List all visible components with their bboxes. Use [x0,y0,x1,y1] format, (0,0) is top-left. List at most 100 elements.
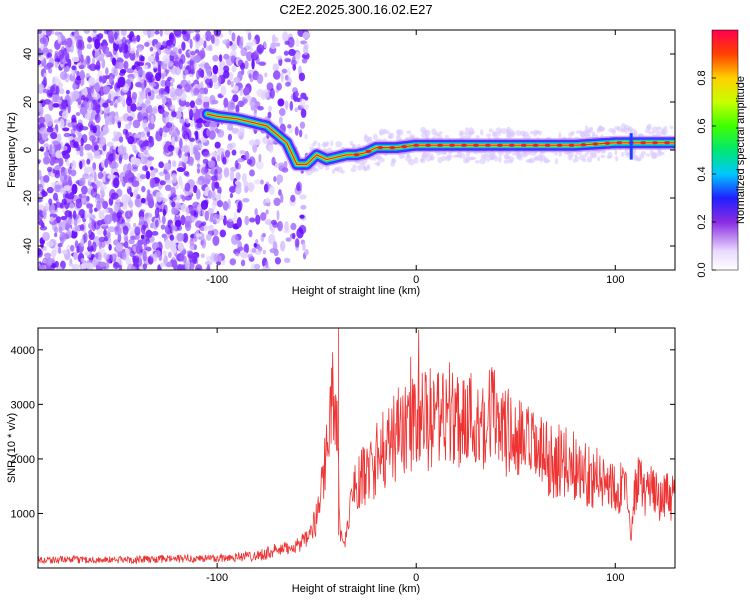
noise-cell [41,189,46,198]
noise-cell [159,30,163,37]
noise-cell [39,146,45,152]
noise-cell [269,185,275,196]
noise-cell [46,240,54,248]
noise-cell [103,235,109,242]
halo-cell [420,158,426,164]
noise-cell [195,264,203,270]
noise-cell [162,49,171,54]
noise-cell [174,219,182,228]
noise-cell [76,39,83,50]
noise-cell [51,30,55,35]
noise-cell [62,127,70,132]
noise-cell [202,158,209,164]
noise-cell [271,219,277,226]
noise-cell [209,94,216,105]
noise-cell [204,260,213,266]
noise-cell [147,156,155,161]
noise-cell [171,111,177,118]
noise-cell [94,50,100,61]
noise-cell [40,241,45,249]
halo-cell [413,156,419,164]
noise-cell [184,182,191,193]
noise-cell [57,99,63,105]
noise-cell [59,187,66,195]
noise-cell [124,210,133,220]
noise-cell [113,103,118,108]
noise-cell [96,219,103,226]
noise-cell [216,200,224,208]
noise-cell [64,65,70,72]
ridge-peak [413,143,420,147]
noise-cell [249,169,255,177]
halo-cell [441,151,448,156]
noise-cell [147,30,155,38]
halo-cell [544,159,551,163]
noise-cell [124,43,128,54]
noise-cell [254,208,258,216]
noise-cell [169,82,174,87]
noise-cell [105,47,110,58]
noise-cell [236,217,242,228]
noise-cell [272,63,280,72]
x-tick-label: 100 [606,572,624,584]
noise-cell [201,238,207,249]
noise-cell [239,87,244,97]
noise-cell [76,122,84,132]
halo-cell [366,163,370,169]
noise-cell [116,61,125,70]
noise-cell [43,76,47,86]
noise-cell [61,99,69,110]
noise-cell [163,162,172,171]
noise-cell [140,234,145,240]
halo-cell [425,155,432,162]
noise-cell [294,238,300,248]
noise-cell [117,116,124,122]
noise-cell [196,179,203,185]
noise-cell [300,204,307,210]
noise-cell [91,32,97,38]
halo-cell [614,155,619,162]
snr-y-label: SNR (10 * v/v) [6,413,18,483]
noise-cell [60,216,68,221]
noise-cell [116,251,124,258]
halo-cell [589,127,594,131]
noise-cell [223,97,229,108]
noise-cell [272,241,278,252]
halo-cell [489,156,495,161]
noise-cell [72,263,80,270]
noise-cell [54,232,58,238]
noise-cell [74,240,79,249]
noise-cell [71,114,77,123]
noise-cell [78,193,87,198]
colorbar-ticks: 0.0 0.2 0.4 0.6 0.8 [696,70,716,278]
noise-cell [184,101,191,108]
noise-cell [118,264,123,270]
noise-cell [226,123,234,131]
noise-cell [127,136,135,145]
noise-cell [147,74,155,83]
halo-cell [584,152,588,157]
noise-cell [159,180,166,186]
noise-cell [50,172,55,178]
noise-cell [130,266,137,270]
noise-cell [195,188,201,200]
noise-cell [42,258,47,264]
noise-cell [227,217,235,222]
noise-cell [233,211,237,223]
noise-cell [146,192,152,203]
noise-cell [219,229,226,238]
noise-cell [295,90,299,97]
snr-y-ticks: 1000 2000 3000 4000 [11,345,675,520]
colorbar-label: Normalized spectral amplitude [735,76,747,224]
noise-cell [143,241,148,250]
noise-cell [145,238,150,245]
noise-cell [205,45,212,51]
noise-cell [51,84,58,96]
noise-cell [48,100,54,112]
noise-cell [154,30,160,35]
noise-cell [38,203,43,212]
noise-cell [235,172,241,181]
noise-cell [231,149,237,156]
noise-cell [108,244,112,251]
noise-cell [85,55,91,66]
